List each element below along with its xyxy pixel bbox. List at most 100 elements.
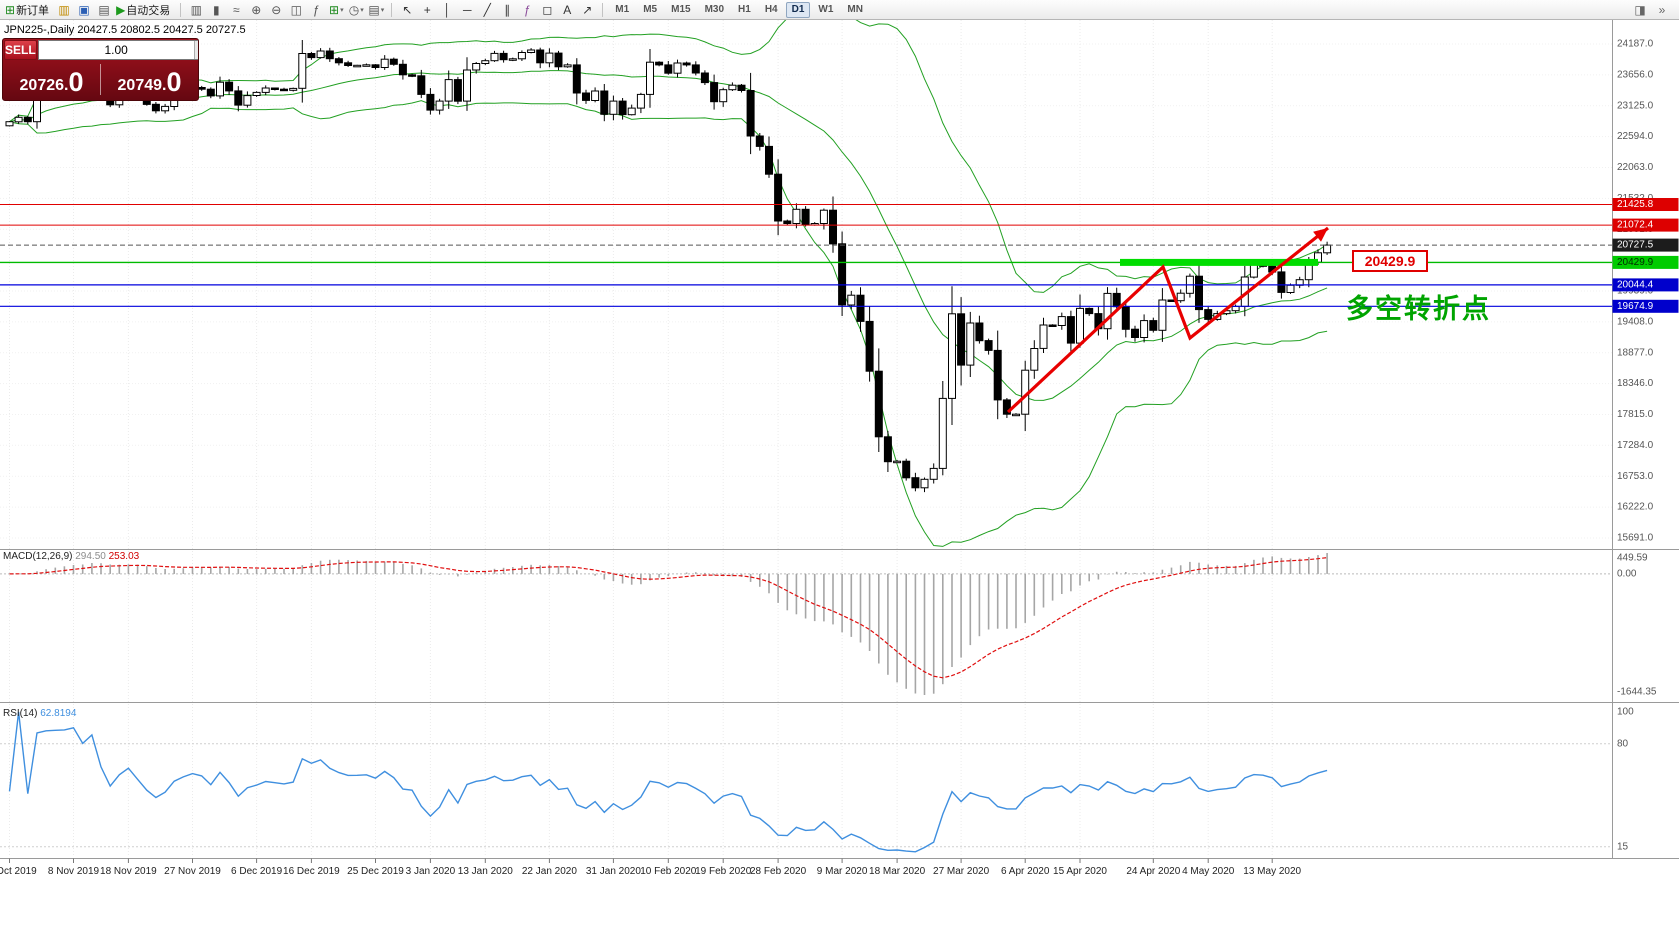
profile-icon[interactable]: ▣ — [74, 1, 94, 19]
shapes-icon[interactable]: ◻ — [537, 1, 557, 19]
toolbar-separator — [391, 2, 393, 17]
templates-icon[interactable]: ▤ ▾ — [366, 1, 386, 19]
line-chart-icon: ≈ — [233, 2, 240, 17]
grid — [0, 20, 1612, 857]
tile-windows-icon[interactable]: ◫ — [286, 1, 306, 19]
svg-text:21072.4: 21072.4 — [1617, 220, 1654, 231]
buy-price[interactable]: 20749. 0 — [101, 61, 198, 98]
horizontal-line-icon[interactable]: ─ — [457, 1, 477, 19]
fibonacci-icon[interactable]: ƒ — [517, 1, 537, 19]
new-chart-icon[interactable]: ⊞ ▾ — [326, 1, 346, 19]
sell-price-big-digit: 0 — [68, 67, 84, 97]
svg-text:17284.0: 17284.0 — [1617, 440, 1654, 451]
line-chart-icon[interactable]: ≈ — [226, 1, 246, 19]
trend-arrow[interactable] — [1006, 226, 1329, 414]
market-watch-icon: ▤ — [98, 2, 110, 17]
timeframe-m1[interactable]: M1 — [615, 4, 630, 15]
trendline-icon: ╱ — [483, 2, 491, 17]
svg-text:22063.0: 22063.0 — [1617, 162, 1654, 173]
svg-text:20727.5: 20727.5 — [1617, 240, 1654, 251]
timeframe-m30[interactable]: M30 — [704, 4, 725, 15]
svg-text:24187.0: 24187.0 — [1617, 39, 1654, 50]
cursor-icon[interactable]: ↖ — [397, 1, 417, 19]
new-order-icon: ⊞ — [5, 2, 16, 17]
auto-trading-button[interactable]: ▶ 自动交易 — [114, 1, 175, 19]
channel-icon: ∥ — [504, 2, 511, 17]
svg-text:449.59: 449.59 — [1617, 553, 1648, 564]
price-axis: 24187.023656.023125.022594.022063.021532… — [1612, 39, 1679, 852]
zoom-in-icon[interactable]: ⊕ — [246, 1, 266, 19]
chevron-down-icon[interactable]: ▾ — [380, 6, 385, 14]
svg-text:19674.9: 19674.9 — [1617, 301, 1654, 312]
new-chart-icon: ⊞ — [329, 2, 340, 17]
sell-button[interactable]: SELL — [4, 40, 37, 60]
svg-text:15: 15 — [1617, 841, 1629, 852]
trendline-icon[interactable]: ╱ — [477, 1, 497, 19]
resistance-zone[interactable] — [1120, 258, 1318, 266]
macd-label: MACD(12,26,9) 294.50 253.03 — [3, 551, 139, 562]
crosshair-icon[interactable]: + — [417, 1, 437, 19]
turning-point-note: 多空转折点 — [1346, 294, 1491, 324]
svg-text:17815.0: 17815.0 — [1617, 409, 1654, 420]
trend-arrowhead-icon — [1313, 228, 1328, 242]
zoom-out-icon[interactable]: ⊖ — [266, 1, 286, 19]
svg-text:0.00: 0.00 — [1617, 569, 1637, 580]
market-watch-icon[interactable]: ▤ — [94, 1, 114, 19]
resistance-price-label[interactable]: 20429.9 — [1352, 250, 1428, 272]
tile-windows-icon: ◫ — [290, 2, 302, 17]
text-icon[interactable]: A — [557, 1, 577, 19]
buy-price-main: 20749. — [117, 77, 167, 94]
timeframe-w1[interactable]: W1 — [818, 4, 834, 15]
svg-text:13 May 2020: 13 May 2020 — [1243, 866, 1301, 877]
svg-text:6 Apr 2020: 6 Apr 2020 — [1001, 866, 1050, 877]
spinner-down-icon[interactable]: ▾ — [195, 50, 198, 55]
timeframe-m5[interactable]: M5 — [643, 4, 658, 15]
new-order-button[interactable]: ⊞ 新订单 — [3, 1, 54, 19]
horizontal-level-lines[interactable] — [0, 204, 1612, 307]
arrows-icon: ↗ — [582, 2, 593, 17]
toolbar: ⊞ 新订单 ▥ ▣ ▤ ▶ 自动交易 ▥ ▮ ≈ ⊕ ⊖ ◫ ƒ ⊞ ▾ ◷ ▾ ▤ ▾ ↖ + │ ─ ╱ ∥ ƒ ◻ A ↗ M1 M5… — [0, 0, 1679, 20]
timeframe-mn[interactable]: MN — [847, 4, 863, 15]
chart-window-icon: ▥ — [58, 2, 70, 17]
svg-text:20044.4: 20044.4 — [1617, 280, 1654, 291]
templates-icon: ▤ — [368, 2, 380, 17]
svg-text:15691.0: 15691.0 — [1617, 533, 1654, 544]
timeframe-m15[interactable]: M15 — [671, 4, 691, 15]
volume-input[interactable] — [38, 41, 194, 59]
chevron-down-icon[interactable]: ▾ — [340, 6, 344, 14]
bar-chart-icon[interactable]: ▥ — [186, 1, 206, 19]
svg-text:13 Jan 2020: 13 Jan 2020 — [458, 866, 513, 877]
timeframe-bar: M1 M5 M15 M30 H1 H4 D1 W1 MN — [608, 1, 870, 18]
shapes-icon: ◻ — [542, 2, 553, 17]
windows-layout-icon[interactable]: ◨ — [1634, 2, 1646, 17]
svg-text:16 Dec 2019: 16 Dec 2019 — [283, 866, 340, 877]
svg-text:25 Dec 2019: 25 Dec 2019 — [347, 866, 404, 877]
candlestick-chart-icon[interactable]: ▮ — [206, 1, 226, 19]
channel-icon[interactable]: ∥ — [497, 1, 517, 19]
arrows-icon[interactable]: ↗ — [577, 1, 597, 19]
svg-text:18346.0: 18346.0 — [1617, 378, 1654, 389]
timeframe-h1[interactable]: H1 — [738, 4, 751, 15]
chevron-down-icon[interactable]: ▾ — [360, 6, 364, 14]
timeframe-d1[interactable]: D1 — [785, 1, 811, 18]
indicators-icon[interactable]: ƒ — [306, 1, 326, 19]
svg-text:4 May 2020: 4 May 2020 — [1182, 866, 1235, 877]
chart-window-icon[interactable]: ▥ — [54, 1, 74, 19]
text-icon: A — [563, 2, 572, 17]
horizontal-line-icon: ─ — [463, 2, 472, 17]
sell-price[interactable]: 20726. 0 — [3, 61, 100, 98]
toolbar-overflow-icon[interactable]: » — [1658, 2, 1666, 17]
macd-histogram — [17, 553, 1328, 695]
timeframe-h4[interactable]: H4 — [764, 4, 778, 15]
svg-text:16222.0: 16222.0 — [1617, 502, 1654, 513]
volume-box: ▴ ▾ — [37, 40, 198, 60]
svg-text:16753.0: 16753.0 — [1617, 471, 1654, 482]
vertical-line-icon: │ — [443, 2, 452, 17]
vertical-line-icon[interactable]: │ — [437, 1, 457, 19]
cursor-icon: ↖ — [402, 2, 413, 17]
one-click-trading-panel: SELL ▴ ▾ BUY 20726.0 20749.0 — [2, 38, 199, 101]
periods-icon[interactable]: ◷ ▾ — [346, 1, 366, 19]
svg-text:3 Jan 2020: 3 Jan 2020 — [406, 866, 456, 877]
